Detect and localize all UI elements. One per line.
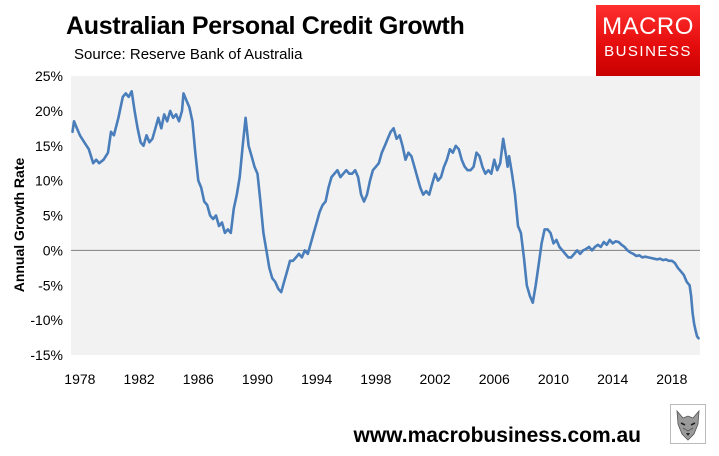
wolf-icon <box>670 404 706 444</box>
x-tick-label: 1986 <box>183 371 214 387</box>
y-tick-label: 25% <box>35 68 63 84</box>
logo-line-2: BUSINESS <box>604 43 692 60</box>
y-tick-label: 0% <box>43 242 63 258</box>
website-url[interactable]: www.macrobusiness.com.au <box>353 424 641 447</box>
y-tick-label: 15% <box>35 138 63 154</box>
y-tick-label: -5% <box>38 277 63 293</box>
x-tick-label: 2010 <box>538 371 569 387</box>
x-tick-label: 2018 <box>656 371 687 387</box>
plot-area <box>71 76 700 355</box>
series-line <box>71 90 700 340</box>
y-tick-label: -15% <box>30 347 63 363</box>
y-tick-label: 5% <box>43 208 63 224</box>
chart-title: Australian Personal Credit Growth <box>66 12 465 40</box>
series-layer <box>71 90 700 340</box>
y-tick-label: 10% <box>35 173 63 189</box>
x-tick-label: 2006 <box>479 371 510 387</box>
x-tick-label: 2014 <box>597 371 628 387</box>
y-tick-label: -10% <box>30 312 63 328</box>
macrobusiness-logo: MACRO BUSINESS <box>596 5 700 77</box>
x-tick-label: 1998 <box>360 371 391 387</box>
chart-source: Source: Reserve Bank of Australia <box>74 46 303 63</box>
x-tick-label: 1990 <box>242 371 273 387</box>
tick-labels: -15% -10% -5% 0% 5% 10% 15% 20% 25% 1978 1982 1986 1… <box>30 68 687 387</box>
logo-line-1: MACRO <box>602 13 694 40</box>
x-tick-label: 1994 <box>301 371 332 387</box>
x-tick-label: 2002 <box>420 371 451 387</box>
y-tick-label: 20% <box>35 103 63 119</box>
y-axis-label: Annual Growth Rate <box>11 157 27 293</box>
x-tick-label: 1982 <box>124 371 155 387</box>
x-tick-label: 1978 <box>64 371 95 387</box>
